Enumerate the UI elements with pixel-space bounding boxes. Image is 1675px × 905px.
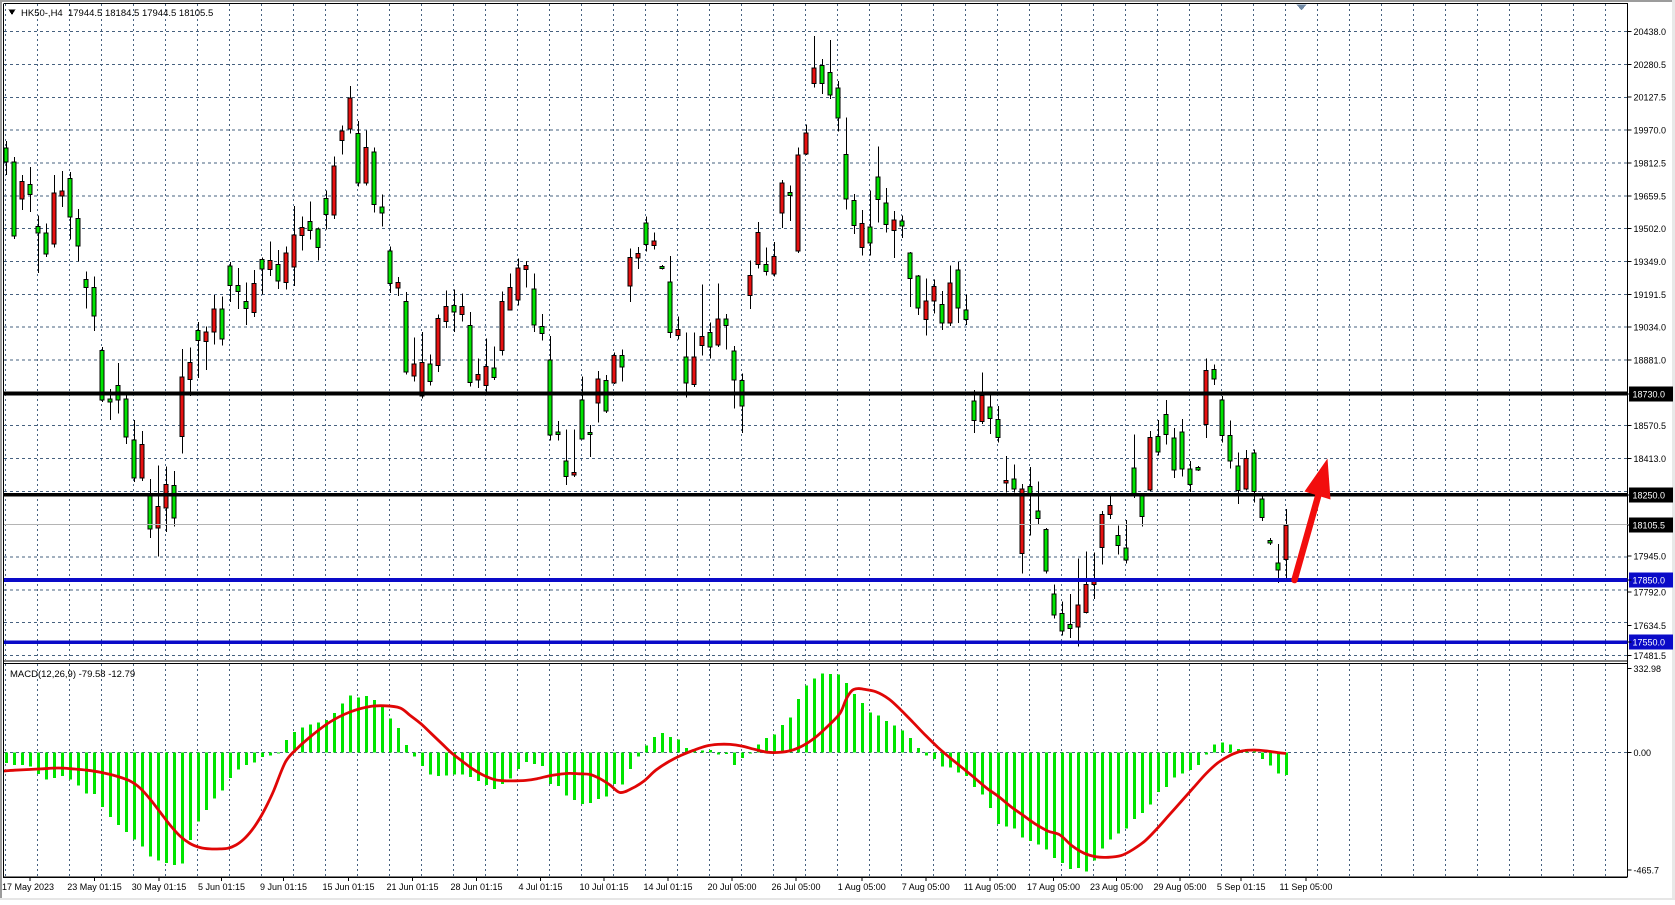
svg-text:20438.0: 20438.0 (1634, 27, 1667, 37)
svg-text:19502.0: 19502.0 (1634, 224, 1667, 234)
svg-text:15 Jun 01:15: 15 Jun 01:15 (322, 882, 374, 892)
svg-text:4 Jul 01:15: 4 Jul 01:15 (518, 882, 562, 892)
svg-text:19659.5: 19659.5 (1634, 192, 1667, 202)
svg-text:17481.5: 17481.5 (1634, 651, 1667, 661)
svg-text:17945.0: 17945.0 (1634, 552, 1667, 562)
svg-text:MACD(12,26,9) -79.58 -12.79: MACD(12,26,9) -79.58 -12.79 (10, 669, 135, 680)
svg-text:28 Jun 01:15: 28 Jun 01:15 (450, 882, 502, 892)
svg-text:20280.5: 20280.5 (1634, 60, 1667, 70)
svg-text:-465.7: -465.7 (1634, 866, 1660, 876)
svg-text:17850.0: 17850.0 (1633, 575, 1666, 585)
svg-text:7 Aug 05:00: 7 Aug 05:00 (902, 882, 950, 892)
svg-text:17 May 2023: 17 May 2023 (2, 882, 54, 892)
svg-text:17550.0: 17550.0 (1633, 637, 1666, 647)
svg-text:0.00: 0.00 (1634, 748, 1652, 758)
svg-text:17634.5: 17634.5 (1634, 621, 1667, 631)
svg-text:19970.0: 19970.0 (1634, 126, 1667, 136)
svg-text:11 Aug 05:00: 11 Aug 05:00 (964, 882, 1016, 892)
svg-text:23 Aug 05:00: 23 Aug 05:00 (1090, 882, 1143, 892)
svg-text:14 Jul 01:15: 14 Jul 01:15 (643, 882, 692, 892)
svg-text:18105.5: 18105.5 (1633, 520, 1666, 530)
svg-text:23 May 01:15: 23 May 01:15 (67, 882, 122, 892)
svg-text:19812.5: 19812.5 (1634, 159, 1667, 169)
svg-text:1 Aug 05:00: 1 Aug 05:00 (838, 882, 886, 892)
svg-text:10 Jul 01:15: 10 Jul 01:15 (579, 882, 628, 892)
svg-text:21 Jun 01:15: 21 Jun 01:15 (386, 882, 438, 892)
svg-text:19349.0: 19349.0 (1634, 257, 1667, 267)
svg-text:5 Sep 01:15: 5 Sep 01:15 (1217, 882, 1266, 892)
svg-text:19034.0: 19034.0 (1634, 323, 1667, 333)
svg-text:9 Jun 01:15: 9 Jun 01:15 (260, 882, 307, 892)
svg-text:11 Sep 05:00: 11 Sep 05:00 (1280, 882, 1333, 892)
svg-text:332.98: 332.98 (1634, 664, 1662, 674)
svg-text:18730.0: 18730.0 (1633, 389, 1666, 399)
svg-text:17 Aug 05:00: 17 Aug 05:00 (1027, 882, 1080, 892)
svg-text:18250.0: 18250.0 (1633, 490, 1666, 500)
svg-text:17792.0: 17792.0 (1634, 588, 1667, 598)
svg-text:30 May 01:15: 30 May 01:15 (132, 882, 187, 892)
svg-text:29 Aug 05:00: 29 Aug 05:00 (1153, 882, 1206, 892)
svg-text:19191.5: 19191.5 (1634, 290, 1667, 300)
svg-text:HK50-,H4 17944.5 18184.5 1794: HK50-,H4 17944.5 18184.5 17944.5 18105.5 (21, 8, 213, 19)
svg-text:20 Jul 05:00: 20 Jul 05:00 (707, 882, 756, 892)
svg-text:18570.5: 18570.5 (1634, 421, 1667, 431)
svg-text:20127.5: 20127.5 (1634, 93, 1667, 103)
svg-text:18413.0: 18413.0 (1634, 454, 1667, 464)
svg-text:18881.0: 18881.0 (1634, 356, 1667, 366)
svg-text:5 Jun 01:15: 5 Jun 01:15 (198, 882, 245, 892)
svg-text:26 Jul 05:00: 26 Jul 05:00 (771, 882, 820, 892)
